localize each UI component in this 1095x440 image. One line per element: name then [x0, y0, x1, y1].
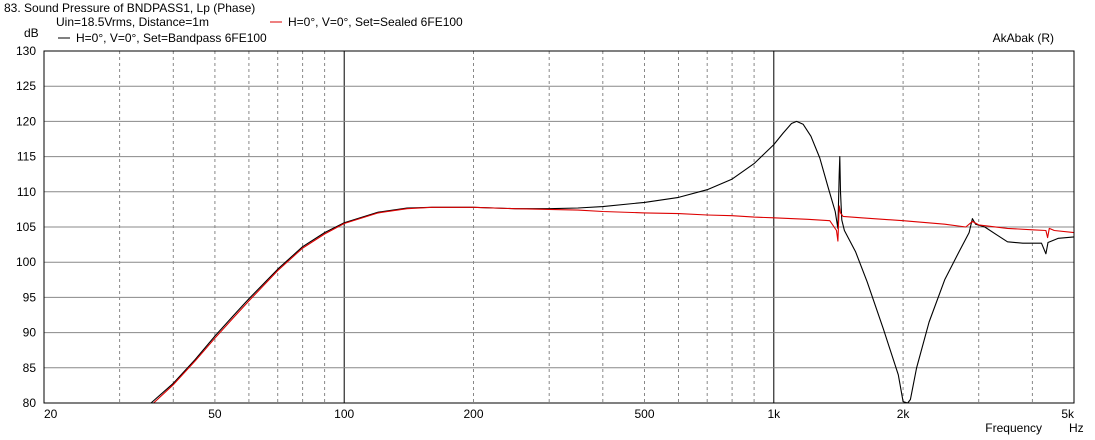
y-axis-label: dB — [24, 26, 39, 40]
x-tick-label: 500 — [634, 407, 654, 421]
x-tick-label: 20 — [44, 407, 58, 421]
y-tick-label: 115 — [17, 150, 36, 164]
x-axis-unit: Hz — [1069, 421, 1084, 435]
brand-label: AkAbak (R) — [993, 31, 1054, 45]
y-tick-label: 130 — [16, 44, 36, 58]
legend: H=0°, V=0°, Set=Bandpass 6FE100 H=0°, V=… — [58, 15, 463, 45]
series-layer — [44, 120, 1075, 404]
y-tick-label: 80 — [23, 396, 37, 410]
plot-frame — [43, 50, 1075, 404]
y-tick-label: 100 — [16, 255, 36, 269]
chart-title: 83. Sound Pressure of BNDPASS1, Lp (Phas… — [4, 1, 255, 15]
y-tick-label: 110 — [17, 185, 36, 199]
y-tick-label: 105 — [16, 220, 36, 234]
y-tick-label: 95 — [23, 290, 37, 304]
series-line-bandpass — [44, 120, 1075, 404]
legend-label-bandpass: H=0°, V=0°, Set=Bandpass 6FE100 — [76, 31, 267, 45]
y-tick-label: 120 — [16, 114, 36, 128]
series-line-sealed — [44, 205, 1075, 404]
legend-label-sealed: H=0°, V=0°, Set=Sealed 6FE100 — [288, 15, 463, 29]
x-tick-label: 100 — [334, 407, 354, 421]
y-tick-label: 90 — [23, 326, 37, 340]
x-tick-label: 2k — [897, 407, 911, 421]
chart-subtitle: Uin=18.5Vrms, Distance=1m — [56, 15, 209, 29]
x-tick-labels: 20 50 100 200 500 1k 2k 5k — [44, 407, 1075, 421]
plot-grid — [44, 51, 1074, 403]
x-tick-label: 200 — [463, 407, 483, 421]
y-tick-label: 125 — [16, 79, 36, 93]
x-tick-label: 1k — [767, 407, 781, 421]
x-tick-label: 5k — [1061, 407, 1075, 421]
y-tick-labels: 130 125 120 115 110 105 100 95 90 85 80 — [16, 44, 36, 410]
y-tick-label: 85 — [23, 361, 37, 375]
x-tick-label: 50 — [208, 407, 222, 421]
x-axis-label: Frequency — [985, 421, 1042, 435]
